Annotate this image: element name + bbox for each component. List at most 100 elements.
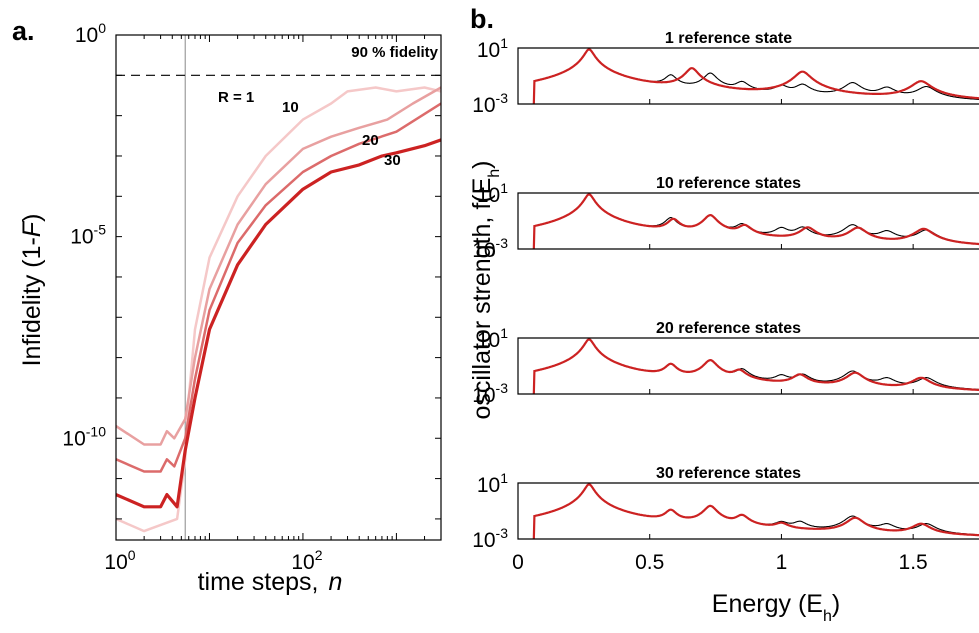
spectrum-panel-title-3: 30 reference states (656, 465, 801, 482)
spectrum-lines-1 (532, 193, 979, 249)
spectrum-exact-line-3 (533, 483, 979, 539)
b-y-tick-top-2: 101 (477, 325, 508, 352)
panel-a-ylabel-var: F (18, 220, 46, 237)
b-y-tick-bottom-0: 10-3 (472, 90, 508, 117)
series-label-30: 30 (384, 152, 401, 169)
spectrum-exact-line-2 (533, 338, 979, 394)
spectrum-frame-3 (517, 482, 979, 540)
panel-a-y-tick-0-exponent: 0 (98, 20, 106, 36)
panel-a-y-tick-2: 10-10 (62, 423, 106, 450)
b-y-tick-bottom-2-exponent: -3 (496, 380, 509, 396)
spectrum-approx-line-0 (532, 48, 979, 104)
b-y-tick-top-3-exponent: 1 (500, 470, 508, 486)
panel-a-frame (115, 34, 442, 541)
b-y-tick-top-2-base: 10 (477, 329, 500, 352)
fidelity-line-label: 90 % fidelity (351, 44, 438, 61)
b-x-tick-label-1: 0.5 (635, 551, 664, 574)
b-y-tick-top-1-base: 10 (477, 184, 500, 207)
b-y-tick-bottom-2: 10-3 (472, 380, 508, 407)
panel-a-ticks (115, 34, 442, 540)
panel-b-ylabel-end: ) (468, 161, 496, 169)
b-y-tick-bottom-0-exponent: -3 (496, 90, 509, 106)
spectrum-lines-3 (532, 483, 979, 539)
panel-b-ylabel-sub: h (486, 169, 503, 178)
panel-a-y-tick-2-exponent: -10 (86, 423, 106, 439)
b-y-tick-bottom-3-exponent: -3 (496, 525, 509, 541)
panel-b-ylabel-main: oscillator strength, f(E (468, 178, 496, 420)
b-y-tick-bottom-3: 10-3 (472, 525, 508, 552)
panel-a-y-tick-1-base: 10 (70, 226, 93, 249)
panel-b-xlabel-main: Energy (E (712, 590, 823, 618)
b-y-tick-top-3-base: 10 (477, 474, 500, 497)
b-y-tick-top-3: 101 (477, 470, 508, 497)
panel-a-xlabel: time steps, n (198, 568, 343, 596)
series-line-2 (116, 102, 441, 473)
panel-b-ylabel: oscillator strength, f(Eh) (468, 161, 503, 420)
panel-a-x-tick-1-base: 10 (291, 551, 314, 574)
b-y-tick-top-1-exponent: 1 (500, 180, 508, 196)
spectrum-frame-2 (517, 337, 979, 395)
b-x-tick-label-3: 1.5 (899, 551, 928, 574)
spectrum-approx-line-2 (532, 338, 979, 394)
series-label-20: 20 (362, 132, 379, 149)
panel-a-x-tick-1: 102 (291, 547, 322, 574)
panel-b-label: b. (470, 4, 494, 34)
b-x-tick-label-2: 1 (776, 551, 788, 574)
panel-a-y-tick-0: 100 (75, 20, 106, 47)
panel-a-x-tick-0: 100 (104, 547, 135, 574)
b-y-tick-bottom-3-base: 10 (472, 529, 495, 552)
panel-a-x-tick-0-exponent: 0 (128, 547, 136, 563)
spectrum-approx-line-3 (532, 483, 979, 539)
panel-a-x-tick-1-exponent: 2 (315, 547, 323, 563)
panel-a-y-tick-2-base: 10 (62, 427, 85, 450)
panel-b-xlabel-sub: h (823, 608, 832, 625)
spectrum-panel-title-1: 10 reference states (656, 175, 801, 192)
spectrum-frame-1 (517, 192, 979, 250)
b-y-tick-bottom-1: 10-3 (472, 235, 508, 262)
panel-a-label: a. (12, 16, 35, 46)
b-y-tick-bottom-2-base: 10 (472, 384, 495, 407)
series-label-r1: R = 1 (218, 89, 254, 106)
panel-a-ylabel-prefix: Infidelity (1- (18, 237, 46, 366)
panel-a-y-tick-1: 10-5 (70, 222, 106, 249)
panel-b-xlabel-end: ) (832, 590, 840, 618)
series-line-1 (116, 86, 441, 446)
spectrum-exact-line-1 (533, 193, 979, 249)
panel-a-y-tick-1-exponent: -5 (94, 222, 107, 238)
spectrum-exact-line-0 (533, 48, 979, 104)
b-y-tick-bottom-0-base: 10 (472, 94, 495, 117)
spectrum-panel-title-0: 1 reference state (665, 30, 792, 47)
b-y-tick-bottom-1-exponent: -3 (496, 235, 509, 251)
b-y-tick-top-2-exponent: 1 (500, 325, 508, 341)
b-x-tick-label-0: 0 (512, 551, 524, 574)
spectrum-lines-2 (532, 338, 979, 394)
panel-b-xlabel: Energy (Eh) (712, 590, 840, 625)
panel-b-x-tick-labels: 0 0.5 1 1.5 (512, 551, 928, 574)
b-y-tick-top-0: 101 (477, 35, 508, 62)
panel-a-plot (116, 35, 441, 540)
panel-a-ylabel-suffix: ) (18, 214, 46, 222)
b-y-tick-top-0-exponent: 1 (500, 35, 508, 51)
panel-a-xlabel-var: n (328, 568, 342, 596)
series-label-10: 10 (282, 99, 299, 116)
b-y-tick-bottom-1-base: 10 (472, 239, 495, 262)
panel-a-y-tick-0-base: 10 (75, 24, 98, 47)
panel-a-xlabel-text: time steps, (198, 568, 319, 596)
b-y-tick-top-0-base: 10 (477, 39, 500, 62)
panel-a-ylabel: Infidelity (1-F) (18, 214, 46, 367)
spectrum-approx-line-1 (532, 193, 979, 249)
series-line-3 (116, 138, 441, 509)
spectrum-panel-title-2: 20 reference states (656, 320, 801, 337)
b-y-tick-top-1: 101 (477, 180, 508, 207)
spectrum-lines-0 (532, 48, 979, 104)
spectrum-frame-0 (517, 47, 979, 105)
